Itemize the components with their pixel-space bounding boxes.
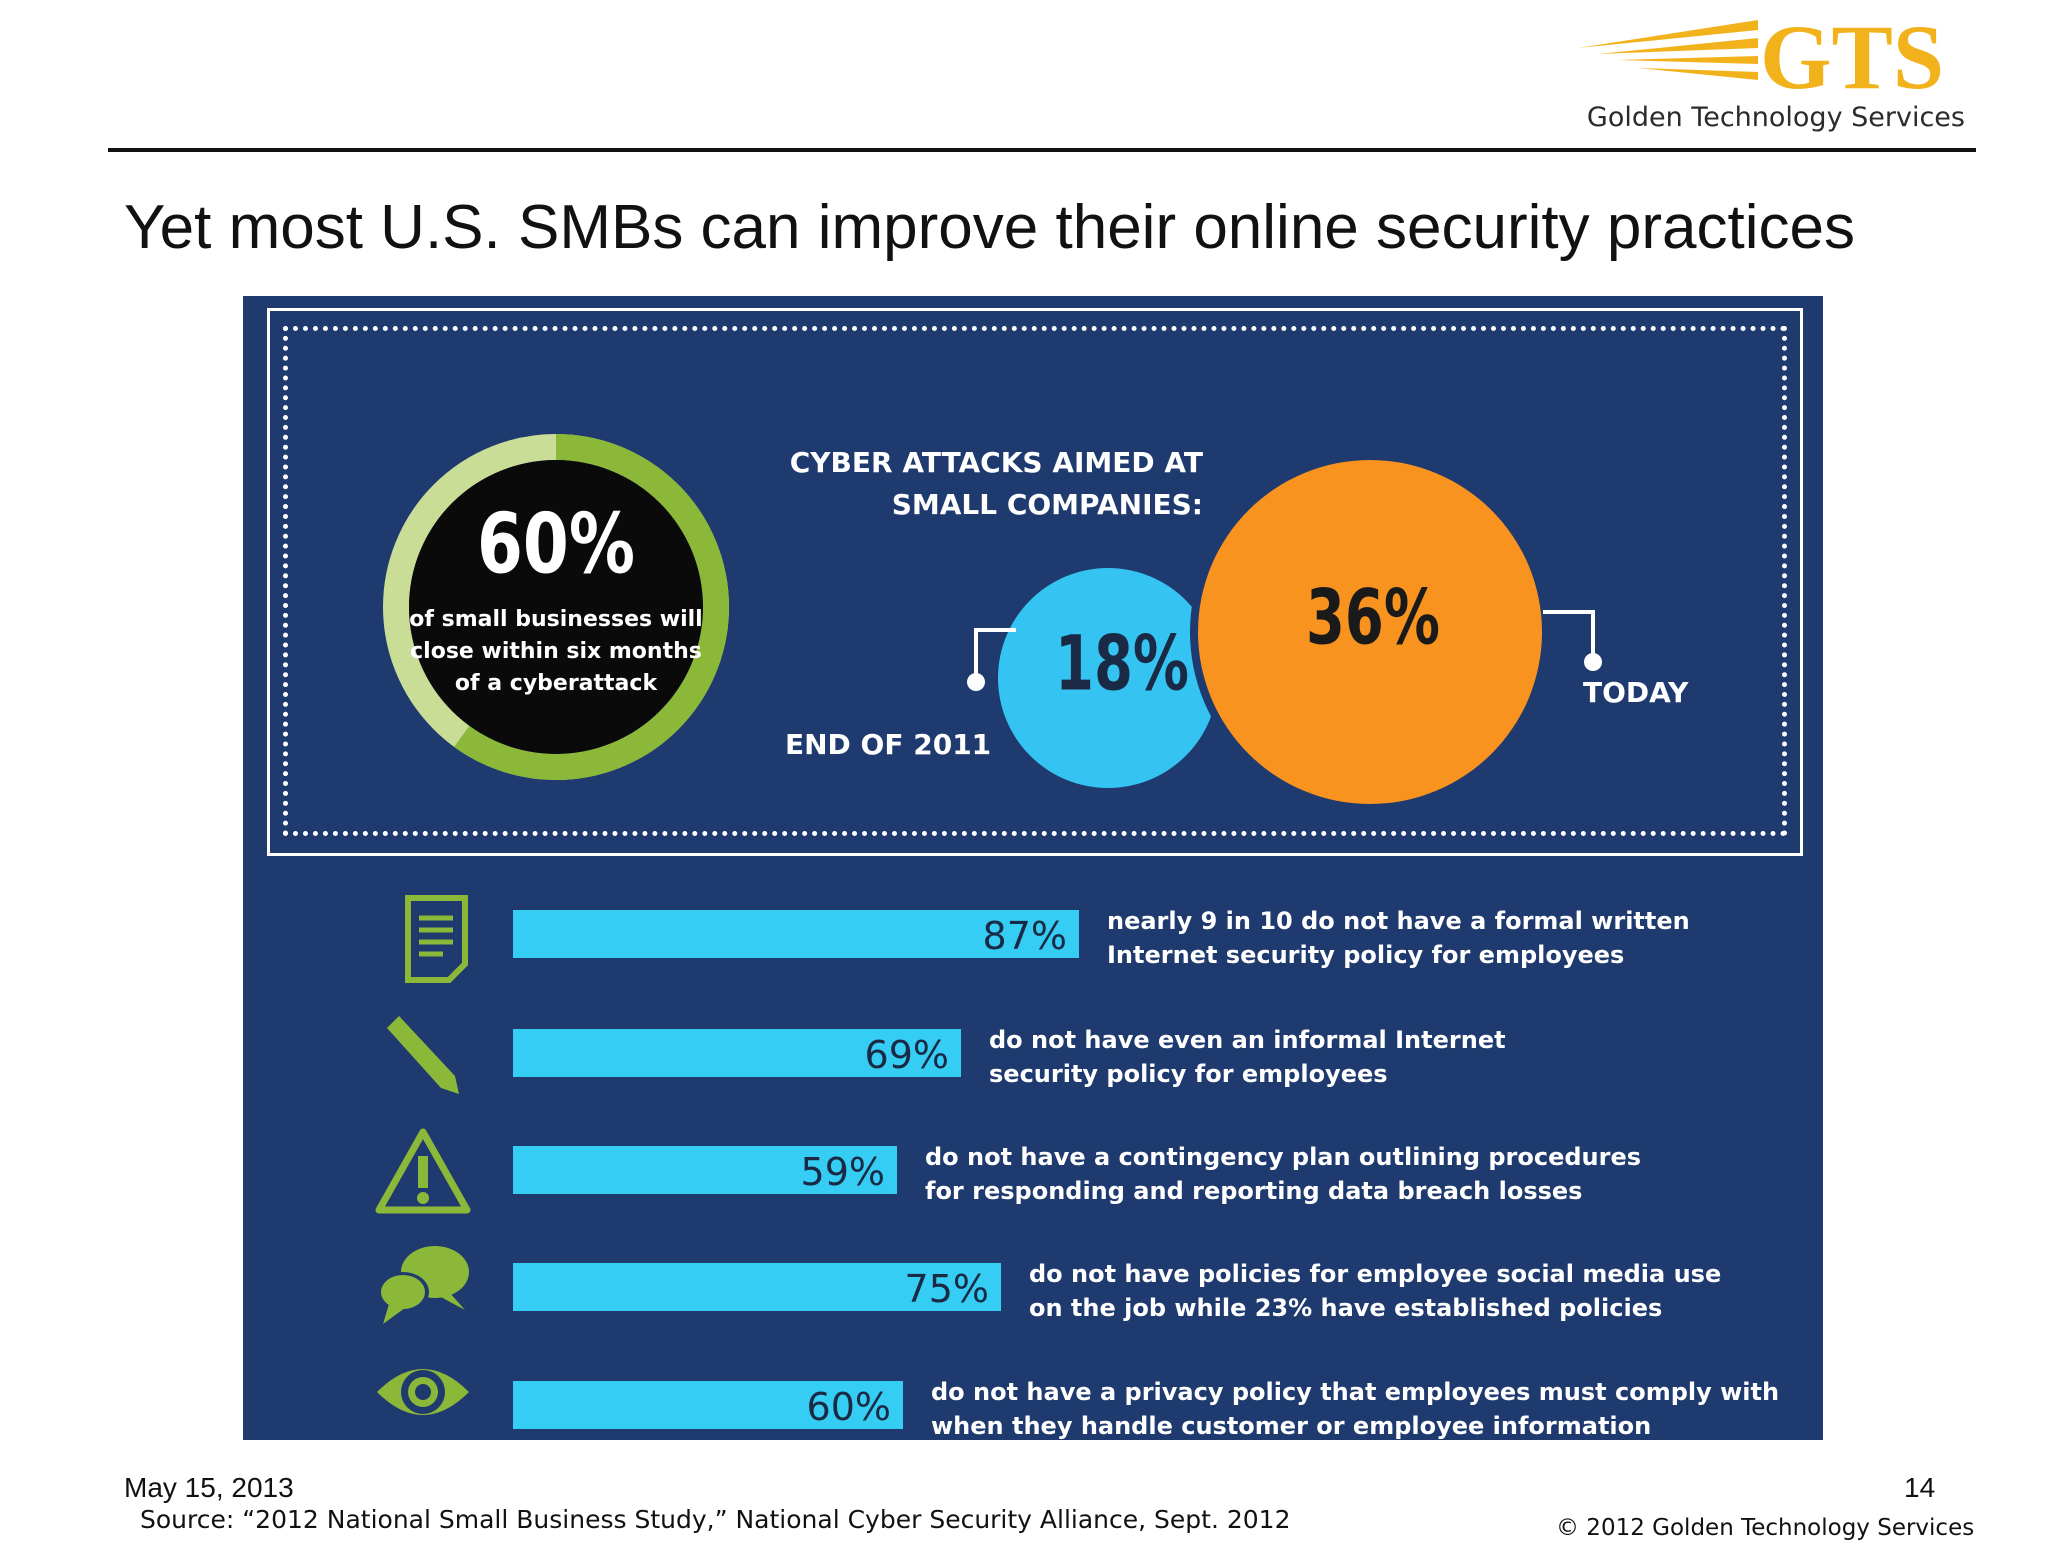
stat-description: do not have a contingency plan outlining… <box>925 1140 1641 1208</box>
stat-value: 75% <box>904 1267 989 1311</box>
chat-bubbles-icon <box>377 1246 469 1324</box>
stat-description-line: on the job while 23% have established po… <box>1029 1294 1663 1322</box>
stat-value: 60% <box>806 1385 891 1429</box>
top-frame <box>267 308 1803 856</box>
stat-value: 59% <box>800 1150 885 1194</box>
stat-description: nearly 9 in 10 do not have a formal writ… <box>1107 904 1690 972</box>
infographic-panel: 60% of small businesses will close withi… <box>243 296 1823 1440</box>
header-rule <box>108 148 1976 152</box>
attacks-bubbles <box>967 452 1602 812</box>
stat-description: do not have a privacy policy that employ… <box>931 1375 1779 1440</box>
logo-text: GTS <box>1760 8 1944 100</box>
gts-logo: GTS <box>1578 6 1968 108</box>
stat-bar: 69% <box>513 1029 961 1077</box>
ring-progress-arc <box>383 434 729 780</box>
stat-description-line: when they handle customer or employee in… <box>931 1412 1652 1440</box>
document-icon <box>405 895 468 983</box>
stat-bar: 87% <box>513 910 1079 958</box>
stat-description-line: do not have a privacy policy that employ… <box>931 1378 1780 1406</box>
stat-description-line: security policy for employees <box>989 1060 1388 1088</box>
attacks-heading: CYBER ATTACKS AIMED AT SMALL COMPANIES: <box>743 442 1203 526</box>
ring-value: 60% <box>477 496 635 593</box>
stat-description-line: do not have a contingency plan outlining… <box>925 1143 1642 1171</box>
stat-value: 87% <box>982 914 1067 958</box>
bubble-2011 <box>998 568 1218 788</box>
stat-bar: 60% <box>513 1381 903 1429</box>
page-title: Yet most U.S. SMBs can improve their onl… <box>124 193 1855 262</box>
footer-date: May 15, 2013 <box>124 1472 294 1503</box>
label-2011: END OF 2011 <box>785 728 992 761</box>
attacks-heading-line: CYBER ATTACKS AIMED AT <box>789 446 1203 479</box>
value-2011: 18% <box>1055 620 1190 709</box>
ring-caption-line: close within six months <box>410 639 702 664</box>
stat-value: 69% <box>864 1033 949 1077</box>
stat-description: do not have policies for employee social… <box>1029 1257 1721 1325</box>
stat-description-line: for responding and reporting data breach… <box>925 1177 1583 1205</box>
stat-description-line: do not have policies for employee social… <box>1029 1260 1722 1288</box>
label-today: TODAY <box>1583 676 1689 709</box>
sixty-percent-ring <box>383 434 729 780</box>
ring-caption-line: of a cyberattack <box>454 671 658 696</box>
top-frame-dotted <box>283 326 1787 836</box>
stat-description-line: Internet security policy for employees <box>1107 941 1625 969</box>
stat-bar: 75% <box>513 1263 1001 1311</box>
attacks-heading-line: SMALL COMPANIES: <box>891 488 1203 521</box>
ring-caption-line: of small businesses will <box>409 607 703 632</box>
logo-subtitle: Golden Technology Services <box>1586 102 1965 133</box>
warning-icon <box>375 1128 471 1214</box>
eye-icon <box>377 1369 469 1415</box>
bubble-today <box>1198 460 1542 804</box>
source-citation: Source: “2012 National Small Business St… <box>140 1505 1291 1534</box>
pencil-icon <box>387 1016 459 1094</box>
copyright: © 2012 Golden Technology Services <box>1556 1515 1975 1541</box>
ring-caption: of small businesses will close within si… <box>381 604 731 700</box>
stat-description-line: nearly 9 in 10 do not have a formal writ… <box>1107 907 1690 935</box>
value-today: 36% <box>1305 574 1441 663</box>
page-number: 14 <box>1904 1472 1936 1503</box>
stat-description: do not have even an informal Internet se… <box>989 1023 1506 1091</box>
stat-bar: 59% <box>513 1146 897 1194</box>
stat-description-line: do not have even an informal Internet <box>989 1026 1506 1054</box>
